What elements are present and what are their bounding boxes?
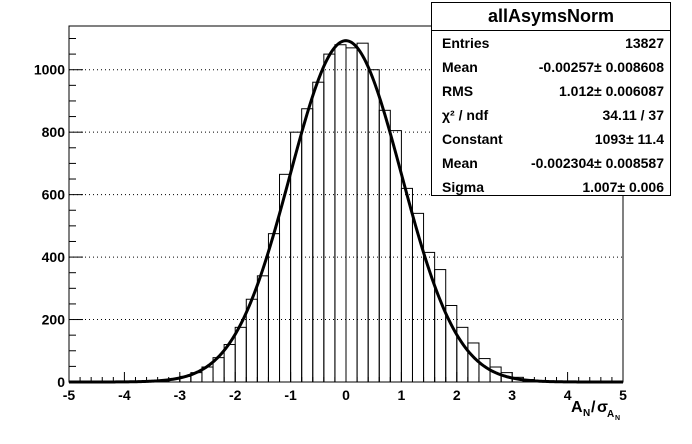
histogram-bar [267,233,281,383]
stats-row: Entries 13827 [432,31,670,55]
histogram-bar [334,44,347,383]
stats-value: -0.00257± 0.008608 [538,59,664,75]
histogram-bar [367,69,380,383]
stats-label: Sigma [442,179,485,195]
x-tick-label: 2 [453,387,461,403]
stats-label: RMS [442,83,474,99]
y-tick-label: 1000 [34,62,65,78]
stats-row: Mean -0.00257± 0.008608 [432,55,670,79]
histogram-bar [301,108,314,383]
stats-label: χ² / ndf [442,107,489,123]
stats-value: 34.11 / 37 [602,107,664,123]
svg-text:/: / [591,399,596,416]
stats-box: allAsymsNorm Entries 13827 Mean -0.00257± 0… [431,2,671,196]
histogram-bar [400,187,413,383]
svg-text:N: N [615,415,620,422]
stats-value: -0.002304± 0.008587 [530,155,664,171]
histogram-bar [345,47,358,383]
stats-label: Mean [442,59,478,75]
stats-value: 1093± 11.4 [594,131,664,147]
y-tick-label: 400 [42,249,66,265]
stats-row: Mean -0.002304± 0.008587 [432,151,670,175]
stats-label: Constant [442,131,503,147]
histogram-bar [312,81,325,383]
y-axis: 0 200 400 600 800 1000 [34,37,83,390]
x-tick-label: 5 [619,387,627,403]
x-axis: -5 -4 -3 -2 -1 0 1 2 3 4 5 [63,372,627,403]
histogram-bar [256,275,269,383]
y-tick-label: 200 [42,312,66,328]
gaussian-fit-curve [69,39,623,384]
x-tick-label: -4 [118,387,131,403]
stats-title: allAsymsNorm [432,3,670,31]
x-tick-label: 4 [564,387,572,403]
svg-text:σ: σ [597,399,608,416]
stats-row: RMS 1.012± 0.006087 [432,79,670,103]
svg-text:N: N [583,408,590,419]
histogram-bar [323,53,336,383]
stats-value: 1.007± 0.006 [582,179,664,195]
x-tick-label: -2 [229,387,242,403]
histogram-bar [234,326,247,383]
stats-label: Entries [442,35,490,51]
y-tick-label: 0 [57,374,65,390]
stats-value: 1.012± 0.006087 [559,83,664,99]
x-tick-label: 1 [398,387,406,403]
stats-rows: Entries 13827 Mean -0.00257± 0.008608 RMS 1.0… [432,31,670,199]
x-axis-title: A N / σ A N [571,399,620,422]
svg-text:A: A [571,399,583,416]
histogram-bar [356,42,369,383]
stats-label: Mean [442,155,478,171]
y-tick-label: 600 [42,187,66,203]
svg-text:A: A [607,409,614,420]
histogram-bar [378,109,391,383]
stats-value: 13827 [625,35,664,51]
x-tick-label: -3 [174,387,187,403]
x-tick-label: -1 [284,387,297,403]
x-tick-label: -5 [63,387,76,403]
x-tick-label: 0 [342,387,350,403]
stats-row: χ² / ndf 34.11 / 37 [432,103,670,127]
stats-row: Sigma 1.007± 0.006 [432,175,670,199]
y-tick-label: 800 [42,124,66,140]
stats-row: Constant 1093± 11.4 [432,127,670,151]
x-tick-label: 3 [508,387,516,403]
